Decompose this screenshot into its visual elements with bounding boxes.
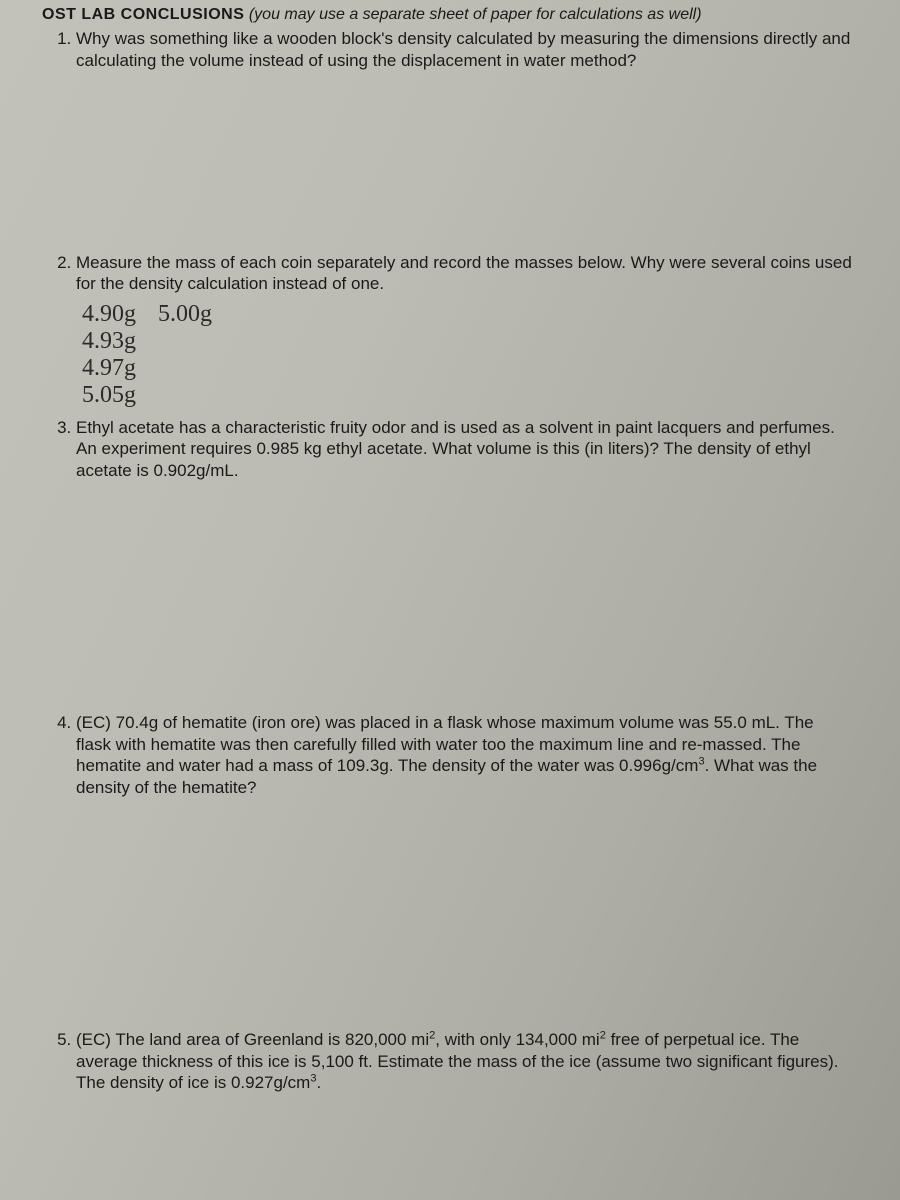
question-3-text: Ethyl acetate has a characteristic fruit… bbox=[76, 418, 835, 481]
coin-mass-3: 4.97g bbox=[82, 355, 852, 382]
coin-mass-4: 5.05g bbox=[82, 382, 852, 409]
question-2-text: Measure the mass of each coin separately… bbox=[76, 252, 852, 296]
heading-bold: OST LAB CONCLUSIONS bbox=[42, 6, 244, 23]
question-2: Measure the mass of each coin separately… bbox=[76, 252, 860, 413]
hw-row-1: 4.90g 5.00g bbox=[82, 301, 852, 328]
questions-list: Why was something like a wooden block's … bbox=[40, 28, 860, 1094]
question-5-text-b: , with only 134,000 mi bbox=[435, 1030, 599, 1049]
heading-italic: (you may use a separate sheet of paper f… bbox=[249, 6, 702, 23]
question-5: (EC) The land area of Greenland is 820,0… bbox=[76, 1029, 860, 1094]
question-5-text-d: . bbox=[317, 1073, 322, 1092]
worksheet-page: OST LAB CONCLUSIONS (you may use a separ… bbox=[0, 0, 900, 1200]
coin-mass-1: 4.90g bbox=[82, 301, 136, 328]
question-3: Ethyl acetate has a characteristic fruit… bbox=[76, 417, 860, 482]
coin-mass-2: 4.93g bbox=[82, 328, 852, 355]
question-5-text-a: (EC) The land area of Greenland is 820,0… bbox=[76, 1030, 429, 1049]
question-4: (EC) 70.4g of hematite (iron ore) was pl… bbox=[76, 712, 860, 799]
question-1-text: Why was something like a wooden block's … bbox=[76, 29, 850, 70]
coin-mass-5: 5.00g bbox=[158, 301, 212, 328]
question-1: Why was something like a wooden block's … bbox=[76, 28, 860, 72]
section-heading: OST LAB CONCLUSIONS (you may use a separ… bbox=[40, 0, 860, 24]
handwritten-answers: 4.90g 5.00g 4.93g 4.97g 5.05g bbox=[76, 301, 852, 413]
